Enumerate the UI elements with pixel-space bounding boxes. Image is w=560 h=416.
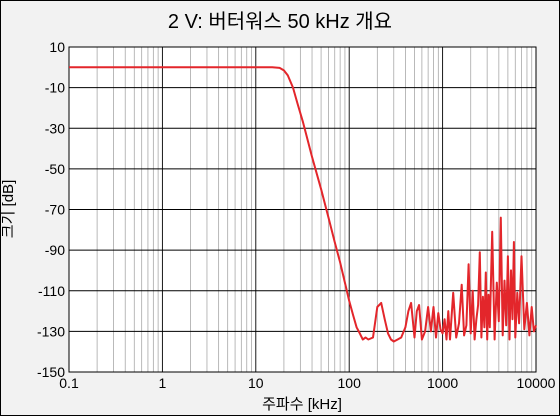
y-tick-label: -30 (45, 120, 65, 136)
y-tick-label: -10 (45, 80, 65, 96)
x-tick-label: 1000 (427, 375, 458, 391)
y-axis-ticks: 10 -10 -30 -50 -70 -90 -110 -130 -150 (37, 39, 65, 380)
x-tick-label: 0.1 (59, 375, 79, 391)
series-line (69, 66, 537, 343)
y-tick-label: -110 (38, 283, 65, 299)
plot-border (68, 46, 537, 373)
chart-title: 2 V: 버터워스 50 kHz 개요 (168, 10, 392, 33)
y-axis-label: 크기 [dB] (1, 180, 17, 238)
y-tick-label: 10 (49, 39, 65, 55)
x-tick-label: 1 (159, 375, 167, 391)
x-tick-label: 100 (338, 375, 362, 391)
x-axis-label: 주파수 [kHz] (262, 396, 342, 413)
x-tick-label: 10 (248, 375, 264, 391)
x-axis-ticks: 0.1 1 10 100 1000 10000 (59, 375, 555, 391)
y-tick-label: -50 (45, 161, 65, 177)
y-tick-label: -150 (37, 364, 65, 380)
y-tick-label: -130 (37, 323, 65, 339)
y-tick-label: -70 (45, 202, 65, 218)
x-tick-label: 10000 (517, 375, 556, 391)
y-tick-label: -90 (45, 242, 65, 258)
